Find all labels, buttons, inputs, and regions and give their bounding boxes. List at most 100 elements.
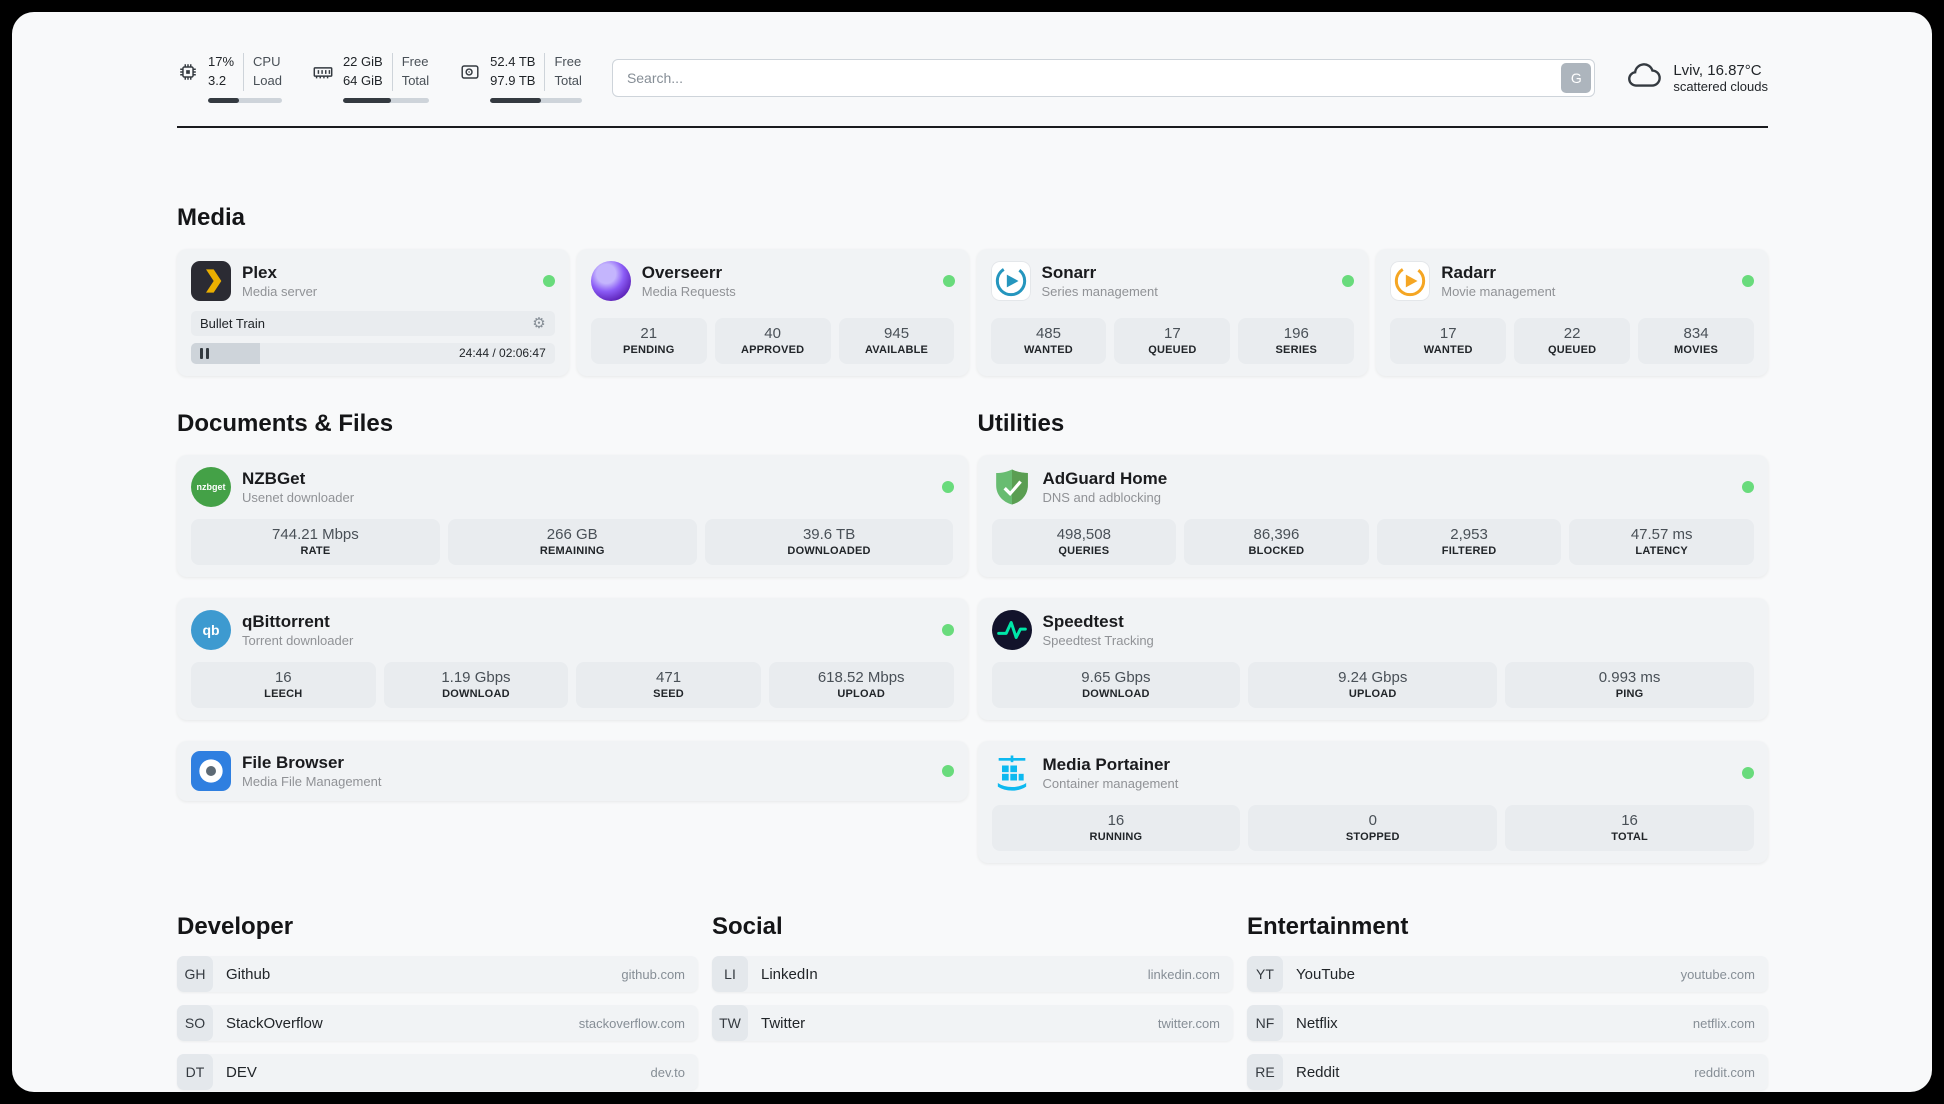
overseerr-card[interactable]: Overseerr Media Requests 21 PENDING 40 A…	[576, 248, 969, 376]
stat-box: 9.24 Gbps UPLOAD	[1248, 661, 1498, 708]
search-engine-button[interactable]: G	[1561, 63, 1592, 93]
bookmark-dev[interactable]: DT DEV dev.to	[177, 1054, 698, 1091]
app-name[interactable]: NZBGet	[242, 468, 306, 488]
gear-icon[interactable]: ⚙	[532, 315, 546, 333]
status-dot	[542, 274, 555, 287]
bookmark-name: Github	[226, 965, 271, 983]
stat-value: 86,396	[1253, 526, 1300, 544]
stat-box: 16 RUNNING	[991, 804, 1241, 851]
documents-section-title: Documents & Files	[177, 409, 394, 437]
header-divider	[177, 126, 1768, 128]
stat-box: 485 WANTED	[990, 317, 1107, 364]
cpu-label-top: CPU	[253, 54, 281, 70]
app-name[interactable]: Overseerr	[641, 262, 723, 282]
utilities-column: Utilities AdGuard Home	[977, 410, 1768, 863]
app-subtitle: Container management	[1042, 775, 1179, 791]
cpu-labels: CPU Load	[243, 53, 282, 91]
ram-label-bottom: Total	[401, 73, 430, 88]
app-name[interactable]: Speedtest	[1042, 611, 1124, 631]
stat-box: 1.19 Gbps DOWNLOAD	[383, 661, 569, 708]
stat-value: 945	[884, 325, 910, 343]
stat-box: 618.52 Mbps UPLOAD	[768, 661, 954, 708]
twitter-icon: TW	[712, 1005, 748, 1042]
filebrowser-card[interactable]: File Browser Media File Management	[177, 740, 968, 801]
ram-widget: 22 GiB 64 GiB Free Total	[312, 53, 430, 103]
stat-value: 471	[656, 669, 682, 687]
plex-icon	[191, 260, 231, 301]
cpu-progress-bar	[208, 97, 282, 103]
stat-label: SEED	[653, 688, 684, 701]
cpu-values: 17% 3.2	[208, 53, 234, 91]
ram-progress-bar	[342, 97, 430, 103]
stat-value: 266 GB	[546, 526, 598, 544]
stat-value: 0	[1368, 812, 1377, 830]
app-subtitle: Series management	[1041, 283, 1158, 299]
player-progress-bar[interactable]: 24:44 / 02:06:47	[191, 342, 555, 364]
cpu-icon	[177, 61, 199, 83]
github-icon: GH	[177, 956, 213, 993]
bookmark-name: YouTube	[1296, 965, 1355, 983]
bookmark-linkedin[interactable]: LI LinkedIn linkedin.com	[712, 956, 1233, 993]
stat-label: LEECH	[264, 688, 303, 701]
ram-total-value: 64 GiB	[342, 73, 383, 88]
stat-box: 17 WANTED	[1390, 317, 1507, 364]
stat-value: 40	[764, 325, 781, 343]
bookmark-twitter[interactable]: TW Twitter twitter.com	[712, 1005, 1233, 1042]
stat-value: 9.65 Gbps	[1081, 669, 1151, 687]
bookmark-url: reddit.com	[1694, 1064, 1755, 1080]
qbittorrent-card[interactable]: qb qBittorrent Torrent downloader 16 LEE…	[177, 597, 968, 720]
stat-box: 266 GB REMAINING	[447, 518, 697, 565]
stat-box: 16 LEECH	[191, 661, 376, 708]
weather-condition: scattered clouds	[1673, 79, 1768, 94]
stat-value: 21	[640, 325, 658, 343]
bookmark-url: netflix.com	[1692, 1015, 1755, 1031]
bookmark-url: dev.to	[650, 1064, 685, 1080]
system-stats: 17% 3.2 CPU Load	[177, 53, 582, 103]
media-section-title: Media	[177, 204, 246, 231]
app-name[interactable]: Sonarr	[1041, 262, 1097, 282]
stat-box: 498,508 QUERIES	[991, 518, 1177, 565]
speedtest-card[interactable]: Speedtest Speedtest Tracking 9.65 Gbps D…	[977, 597, 1768, 720]
bookmark-stackoverflow[interactable]: SO StackOverflow stackoverflow.com	[177, 1005, 698, 1042]
bookmark-reddit[interactable]: RE Reddit reddit.com	[1247, 1054, 1768, 1091]
app-name[interactable]: File Browser	[242, 752, 345, 772]
bookmark-github[interactable]: GH Github github.com	[177, 956, 698, 993]
qbittorrent-icon: qb	[191, 609, 231, 650]
portainer-card[interactable]: Media Portainer Container management 16 …	[977, 740, 1768, 863]
stat-label: LATENCY	[1635, 545, 1688, 558]
pause-button[interactable]	[200, 347, 209, 359]
stat-label: SERIES	[1275, 344, 1318, 357]
stat-label: BLOCKED	[1248, 545, 1305, 558]
stat-box: 21 PENDING	[590, 317, 707, 364]
stat-value: 16	[274, 669, 292, 687]
nzbget-card[interactable]: nzbget NZBGet Usenet downloader 744.21 M…	[177, 454, 968, 577]
weather-location: Lviv, 16.87°C	[1673, 62, 1762, 79]
adguard-card[interactable]: AdGuard Home DNS and adblocking 498,508 …	[977, 454, 1768, 577]
bookmark-youtube[interactable]: YT YouTube youtube.com	[1247, 956, 1768, 993]
stat-label: REMAINING	[539, 545, 605, 558]
plex-card[interactable]: Plex Media server Bullet Train ⚙ 24:44 /…	[177, 248, 569, 376]
radarr-card[interactable]: Radarr Movie management 17 WANTED 22 QUE…	[1376, 248, 1768, 376]
disk-progress-bar	[490, 97, 582, 103]
search-input[interactable]	[611, 59, 1596, 97]
bookmark-name: Netflix	[1296, 1014, 1338, 1032]
app-name[interactable]: Radarr	[1441, 262, 1497, 282]
bookmark-name: Reddit	[1296, 1063, 1340, 1081]
bookmark-name: Twitter	[761, 1014, 806, 1032]
sonarr-card[interactable]: Sonarr Series management 485 WANTED 17 Q…	[976, 248, 1369, 376]
reddit-icon: RE	[1247, 1054, 1283, 1091]
developer-section-title: Developer	[177, 912, 294, 940]
now-playing-title: Bullet Train	[200, 315, 266, 331]
app-name[interactable]: Plex	[242, 262, 277, 282]
bookmark-url: youtube.com	[1680, 966, 1755, 982]
stat-label: MOVIES	[1674, 344, 1719, 357]
disk-labels: Free Total	[544, 53, 582, 91]
stat-box: 16 TOTAL	[1505, 804, 1754, 851]
stat-label: UPLOAD	[837, 688, 886, 701]
app-subtitle: Speedtest Tracking	[1042, 632, 1154, 648]
app-name[interactable]: Media Portainer	[1042, 754, 1171, 774]
app-name[interactable]: qBittorrent	[242, 611, 330, 631]
app-name[interactable]: AdGuard Home	[1042, 468, 1168, 488]
stat-value: 744.21 Mbps	[272, 526, 359, 544]
bookmark-netflix[interactable]: NF Netflix netflix.com	[1247, 1005, 1768, 1042]
